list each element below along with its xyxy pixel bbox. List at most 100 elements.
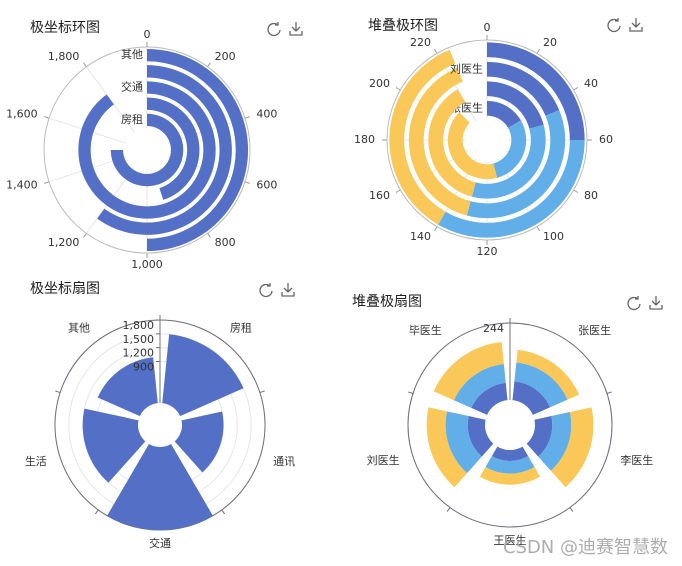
bar xyxy=(110,113,184,187)
y-tick-label: 900 xyxy=(133,361,154,374)
tick-mark xyxy=(395,87,401,91)
x-tick-label: 600 xyxy=(256,179,277,192)
x-tick-label: 120 xyxy=(477,245,498,258)
bar xyxy=(485,456,535,474)
bar xyxy=(526,416,553,457)
y-tick-label: 1,200 xyxy=(123,347,155,360)
bar xyxy=(514,362,568,408)
watermark: CSDN @迪赛智慧数 xyxy=(503,537,668,558)
bar xyxy=(147,48,249,252)
bar xyxy=(445,411,482,474)
bar xyxy=(487,100,521,128)
bar xyxy=(174,411,224,473)
tick-mark xyxy=(569,507,574,512)
y-tick-label: 1,500 xyxy=(123,333,155,346)
bar xyxy=(408,67,471,216)
x-tick-label: 交通 xyxy=(149,536,171,550)
tick-mark xyxy=(434,226,438,232)
bar xyxy=(516,349,580,400)
tick-mark xyxy=(434,48,438,54)
bar xyxy=(97,65,232,235)
bar xyxy=(479,467,541,485)
restore-icon[interactable] xyxy=(607,18,621,33)
chart-title: 堆叠极扇图 xyxy=(352,294,422,310)
x-tick-label: 其他 xyxy=(68,322,90,335)
x-tick-label: 160 xyxy=(369,189,390,202)
tick-mark xyxy=(408,391,414,394)
x-tick-label: 200 xyxy=(369,77,390,90)
x-tick-label: 40 xyxy=(584,77,598,90)
tick-mark xyxy=(207,62,211,67)
x-tick-label: 80 xyxy=(584,189,598,202)
x-tick-label: 张医生 xyxy=(578,323,611,337)
save-icon[interactable] xyxy=(281,283,295,297)
x-tick-label: 0 xyxy=(484,21,491,34)
bar xyxy=(97,357,158,417)
bar xyxy=(107,444,213,530)
x-tick-label: 1,200 xyxy=(48,236,80,249)
bar xyxy=(471,382,508,415)
x-tick-label: 220 xyxy=(410,36,431,49)
x-tick-label: 1,800 xyxy=(48,50,80,63)
tick-mark xyxy=(536,48,540,54)
tick-mark xyxy=(536,226,540,232)
tick-mark xyxy=(606,391,612,394)
x-tick-label: 毕医生 xyxy=(409,323,442,337)
restore-icon[interactable] xyxy=(267,22,281,37)
x-tick-label: 0 xyxy=(144,28,151,41)
tick-mark xyxy=(83,62,87,67)
bar xyxy=(550,407,594,488)
bar xyxy=(438,140,585,238)
chart-title: 极坐标扇图 xyxy=(30,281,100,297)
bar xyxy=(512,381,551,415)
tick-mark xyxy=(44,116,50,119)
x-tick-label: 刘医生 xyxy=(367,453,400,467)
x-tick-label: 800 xyxy=(215,236,236,249)
x-tick-label: 100 xyxy=(543,230,564,243)
tick-mark xyxy=(94,509,99,515)
tick-mark xyxy=(207,233,211,238)
bar xyxy=(82,408,146,483)
bar xyxy=(538,412,572,471)
bar xyxy=(491,446,529,462)
x-tick-label: 李医生 xyxy=(620,453,653,467)
x-tick-label: 房租 xyxy=(230,322,252,335)
x-tick-label: 200 xyxy=(215,50,236,63)
bar xyxy=(487,61,560,116)
tick-mark xyxy=(55,390,61,394)
tick-mark xyxy=(244,181,250,184)
tick-mark xyxy=(259,390,265,394)
bar xyxy=(389,49,456,225)
tick-mark xyxy=(573,87,579,91)
tick-mark xyxy=(395,189,401,193)
tick-mark xyxy=(244,116,250,119)
x-tick-label: 400 xyxy=(256,107,277,120)
y-tick-label: 1,800 xyxy=(123,319,155,332)
y-tick-label: 244 xyxy=(483,322,504,335)
tick-mark xyxy=(44,181,50,184)
x-tick-label: 140 xyxy=(410,230,431,243)
toolbox xyxy=(259,18,663,311)
bar xyxy=(487,81,544,129)
y-tick-label: 交通 xyxy=(121,80,143,94)
y-tick-label: 其他 xyxy=(121,48,143,61)
bar xyxy=(466,110,566,219)
restore-icon[interactable] xyxy=(627,296,641,311)
x-tick-label: 1,600 xyxy=(6,107,38,120)
bar xyxy=(447,112,498,180)
x-tick-label: 180 xyxy=(354,133,375,146)
restore-icon[interactable] xyxy=(259,283,273,298)
x-tick-label: 1,000 xyxy=(131,258,163,271)
y-tick-label: 刘医生 xyxy=(450,61,483,75)
bar xyxy=(467,416,494,457)
bar xyxy=(453,364,506,408)
bar xyxy=(433,342,504,401)
x-tick-label: 王医生 xyxy=(494,533,527,547)
grid-line xyxy=(86,66,135,133)
tick-mark xyxy=(221,509,226,515)
save-icon[interactable] xyxy=(629,18,643,32)
bar xyxy=(162,334,244,417)
save-icon[interactable] xyxy=(649,296,663,310)
save-icon[interactable] xyxy=(289,22,303,36)
